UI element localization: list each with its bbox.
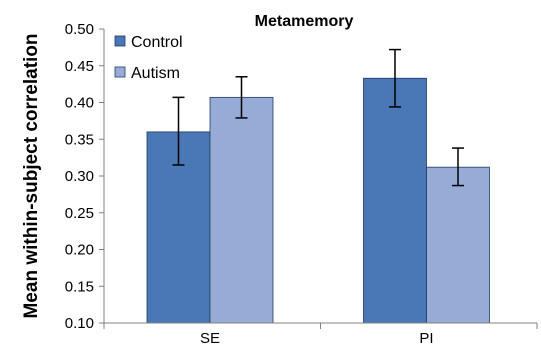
y-tick-label: 0.35 [65,131,94,148]
y-tick-label: 0.15 [65,278,94,295]
bar-control-pi [363,77,427,324]
x-category-label: PI [419,330,433,347]
legend-swatch-autism [114,66,126,78]
y-tick-label: 0.20 [65,242,94,259]
x-axis-categories: SE PI [103,323,538,347]
legend-swatch-control [114,35,126,47]
error-bars-group [172,48,464,187]
y-tick-label: 0.50 [65,21,94,38]
bar-autism-se [209,96,274,324]
legend: Control Autism [114,34,183,82]
y-tick-label: 0.10 [65,315,94,332]
y-axis-ticks: 0.10 0.15 0.20 0.25 0.30 0.35 0.40 0.45 0.50 [65,21,104,332]
y-tick-label: 0.30 [65,168,94,185]
chart-title: Metamemory [255,13,354,30]
x-category-label: SE [200,330,220,347]
y-tick-label: 0.40 [65,95,94,112]
bar-autism-pi [426,166,490,324]
y-tick-label: 0.45 [65,58,94,75]
bars-group [146,77,490,324]
legend-label-control: Control [131,34,183,51]
y-tick-label: 0.25 [65,205,94,222]
legend-label-autism: Autism [131,65,180,82]
y-axis-label: Mean within-subject correlation [21,33,42,318]
